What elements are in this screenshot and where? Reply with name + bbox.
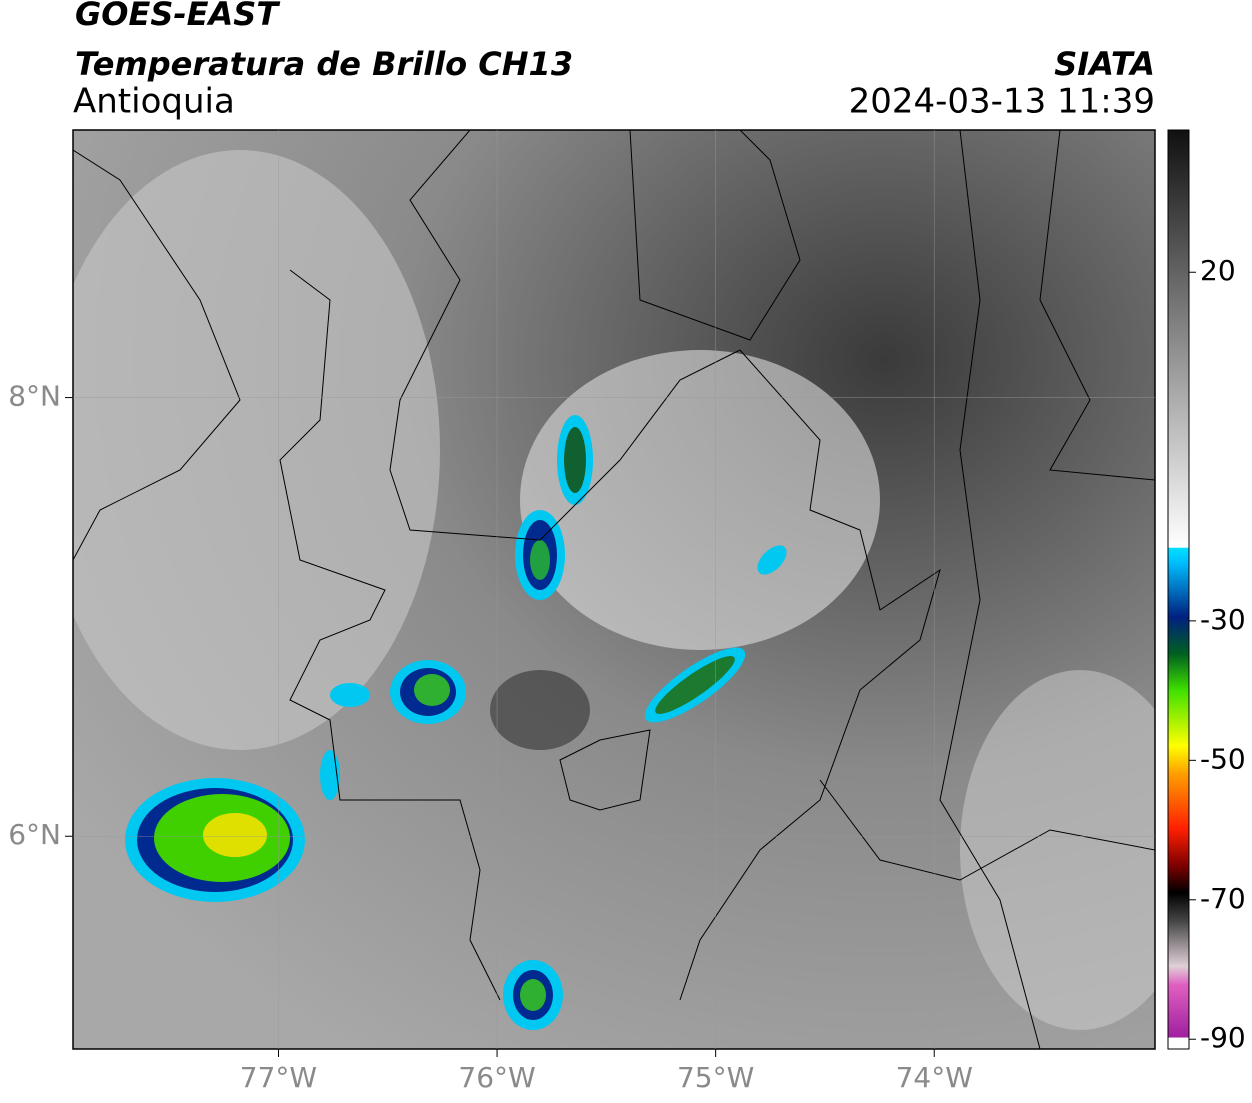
title-satellite: GOES-EAST — [75, 0, 280, 33]
colorbar-tick-label: -70 — [1200, 882, 1246, 915]
borders — [73, 130, 1155, 1049]
colorbar — [1167, 129, 1190, 1050]
convective-cells — [125, 415, 787, 1030]
map-frame — [72, 129, 1156, 1050]
title-region: Antioquia — [73, 82, 235, 122]
title-source: SIATA — [1054, 45, 1155, 83]
y-tick-label: 8°N — [8, 380, 61, 413]
x-tick-label: 76°W — [458, 1061, 535, 1094]
x-tick-label: 75°W — [677, 1061, 754, 1094]
imagery — [73, 130, 1155, 1049]
x-tick-label: 77°W — [240, 1061, 317, 1094]
colorbar-tick-label: -90 — [1200, 1021, 1246, 1054]
colorbar-tick-label: -50 — [1200, 742, 1246, 775]
y-tick-label: 6°N — [8, 818, 61, 851]
title-timestamp: 2024-03-13 11:39 — [849, 82, 1155, 122]
x-tick-label: 74°W — [896, 1061, 973, 1094]
colorbar-tick-label: -30 — [1200, 603, 1246, 636]
title-product: Temperatura de Brillo CH13 — [75, 45, 573, 83]
colorbar-tick-label: 20 — [1200, 254, 1236, 287]
